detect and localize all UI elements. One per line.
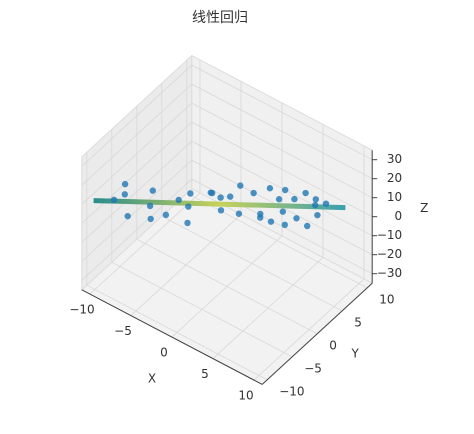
point bbox=[217, 207, 225, 214]
fit-line bbox=[93, 198, 346, 211]
z-axis-label: Z bbox=[420, 201, 428, 215]
point bbox=[322, 200, 330, 207]
x-tick-label: −5 bbox=[114, 324, 132, 338]
point bbox=[175, 196, 182, 204]
grid-line bbox=[81, 121, 193, 224]
point bbox=[124, 212, 131, 220]
grid-line bbox=[161, 215, 343, 312]
point bbox=[293, 215, 300, 222]
z-tick-label: 10 bbox=[387, 190, 402, 204]
z-tick-label: −20 bbox=[377, 247, 402, 261]
point bbox=[162, 211, 170, 219]
z-tick-label: −30 bbox=[377, 266, 402, 280]
point bbox=[311, 201, 319, 209]
point bbox=[304, 222, 311, 230]
z-tick-label: −10 bbox=[377, 228, 402, 242]
point bbox=[146, 202, 154, 210]
point bbox=[257, 214, 264, 221]
grid-line bbox=[191, 102, 373, 199]
grid-line bbox=[191, 140, 373, 237]
point bbox=[185, 203, 192, 210]
point bbox=[227, 193, 234, 200]
point bbox=[187, 190, 194, 197]
y-tick-label: 5 bbox=[354, 315, 362, 329]
chart-title: 线性回归 bbox=[192, 9, 248, 26]
point bbox=[267, 218, 275, 225]
x-tick-label: 0 bbox=[160, 346, 168, 360]
y-axis-label: Y bbox=[351, 346, 360, 360]
point bbox=[281, 221, 288, 229]
point bbox=[237, 182, 244, 189]
grid-line bbox=[81, 102, 193, 205]
point bbox=[149, 187, 156, 194]
point bbox=[279, 208, 287, 215]
grid-line bbox=[186, 192, 368, 289]
point bbox=[314, 211, 321, 219]
point bbox=[302, 189, 309, 197]
point bbox=[275, 196, 283, 203]
point bbox=[266, 185, 274, 192]
x-tick-label: 5 bbox=[201, 367, 209, 381]
grid-line bbox=[136, 238, 318, 335]
x-tick-label: −10 bbox=[69, 303, 94, 317]
point bbox=[184, 219, 191, 227]
grid-line bbox=[191, 121, 373, 218]
y-tick-label: −10 bbox=[279, 384, 304, 398]
x-axis bbox=[81, 289, 263, 385]
point bbox=[312, 196, 319, 203]
grid-line bbox=[81, 178, 193, 281]
point bbox=[250, 189, 257, 197]
z-tick-label: 0 bbox=[395, 209, 403, 223]
grid-line bbox=[191, 64, 373, 161]
grid-line bbox=[86, 284, 268, 381]
point bbox=[121, 180, 129, 188]
grid-line bbox=[81, 83, 193, 186]
x-tick-label: 10 bbox=[238, 389, 253, 403]
point bbox=[235, 210, 243, 217]
point bbox=[282, 186, 289, 194]
grid-line bbox=[81, 64, 193, 167]
z-tick-label: 20 bbox=[387, 171, 402, 185]
x-axis-label: X bbox=[148, 372, 156, 386]
grid-line bbox=[111, 261, 293, 358]
z-tick-label: 30 bbox=[387, 152, 402, 166]
y-tick-label: −5 bbox=[304, 361, 322, 375]
y-tick-label: 10 bbox=[379, 292, 394, 306]
point bbox=[217, 194, 224, 201]
point bbox=[110, 196, 118, 204]
grid-line bbox=[81, 159, 193, 262]
point bbox=[147, 215, 154, 223]
point bbox=[209, 189, 216, 197]
grid-line bbox=[81, 140, 193, 243]
point bbox=[121, 191, 128, 198]
grid-line bbox=[191, 83, 373, 180]
point bbox=[291, 195, 298, 203]
y-tick-label: 0 bbox=[329, 338, 337, 352]
y-axis bbox=[261, 282, 373, 385]
